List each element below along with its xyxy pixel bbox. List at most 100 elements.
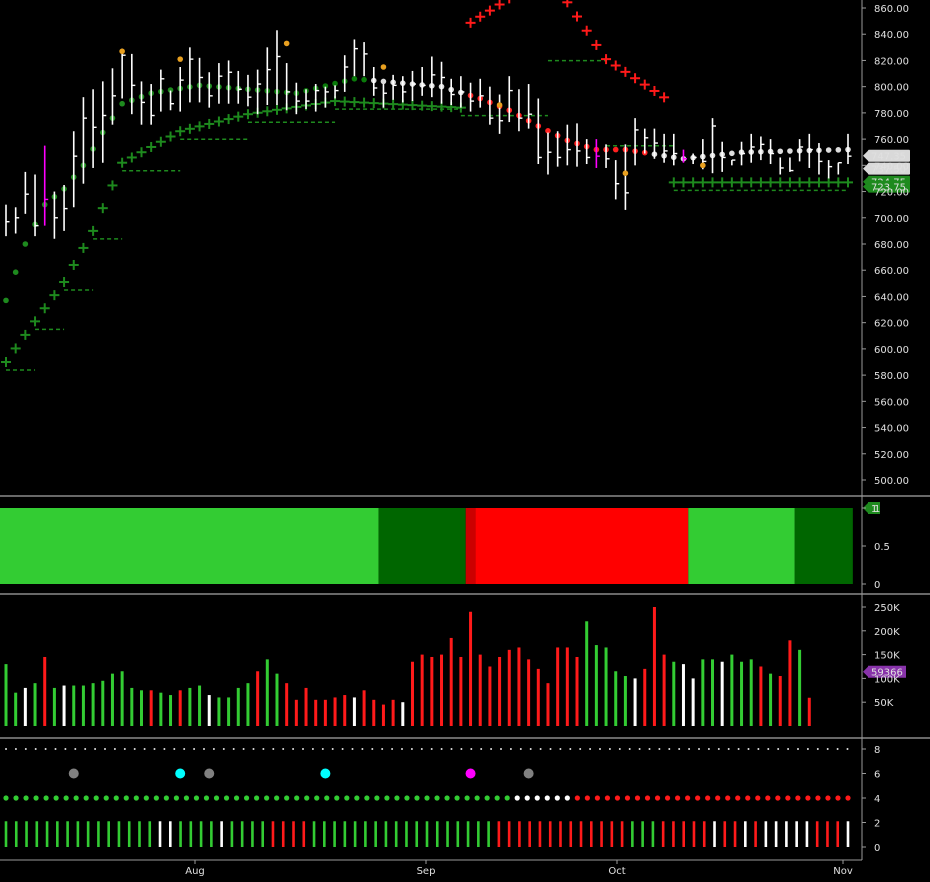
signal-row1-bar	[117, 821, 121, 847]
signal-row8-dot	[688, 748, 691, 750]
volume-bar	[662, 654, 666, 726]
stop-dot	[3, 297, 9, 304]
volume-bar	[623, 676, 627, 726]
stop-dot	[322, 83, 329, 89]
price-axis-tick-label: 520.00	[874, 450, 909, 461]
signal-row4-dot	[805, 795, 811, 801]
stop-dot	[22, 241, 29, 247]
signal-row1-bar	[86, 821, 90, 847]
signal-row1-bar	[405, 821, 408, 847]
signal-row8-dot	[717, 748, 720, 750]
signal-row4-dot	[424, 795, 430, 801]
stop-dot	[380, 78, 387, 85]
signal-row8-dot	[341, 748, 344, 750]
signal-dot	[465, 768, 476, 779]
signal-row8-dot	[371, 748, 374, 750]
signal-row4-dot	[434, 795, 440, 801]
pivot-dot	[622, 170, 629, 176]
signal-row8-dot	[737, 748, 740, 750]
signal-dot	[68, 768, 79, 779]
price-axis-tick-label: 600.00	[874, 345, 909, 356]
signal-row4-dot	[203, 795, 210, 801]
signal-row4-dot	[324, 795, 330, 801]
volume-axis-tick-label: 150K	[874, 651, 900, 662]
stop-dot	[835, 147, 842, 153]
signal-row4-dot	[654, 795, 661, 801]
volume-bar	[217, 697, 221, 726]
signal-row4-dot	[73, 795, 79, 801]
signal-row8-dot	[153, 748, 156, 750]
signal-row4-dot	[795, 795, 801, 801]
signal-row1-bar	[97, 821, 100, 847]
trend-state-segment	[465, 508, 476, 584]
signal-row4-dot	[53, 795, 59, 801]
signal-row8-dot	[470, 748, 473, 750]
signal-row1-bar	[682, 821, 686, 847]
signal-row1-bar	[754, 821, 757, 847]
signal-row1-bar	[168, 821, 172, 847]
trend-state-segment	[378, 508, 466, 584]
price-axis-tick-label: 760.00	[874, 135, 909, 146]
band-axis-tick-label: 1	[874, 504, 880, 515]
signal-row1-bar	[199, 821, 203, 847]
signal-row8-dot	[94, 748, 97, 750]
signal-row1-bar	[4, 821, 8, 847]
signal-row8-dot	[806, 748, 809, 750]
signal-row8-dot	[34, 748, 37, 750]
signal-row1-bar	[507, 821, 511, 847]
volume-bar	[110, 673, 114, 726]
signal-row4-dot	[284, 795, 290, 801]
signal-row8-dot	[589, 748, 592, 750]
signal-row1-bar	[785, 821, 788, 847]
signal-row8-dot	[480, 748, 483, 750]
signal-row8-dot	[14, 748, 17, 750]
signal-row1-bar	[651, 821, 655, 847]
signal-row4-dot	[13, 795, 19, 801]
price-label-pointer	[863, 163, 868, 174]
signal-row8-dot	[84, 748, 87, 750]
price-axis-tick-label: 500.00	[874, 476, 909, 487]
price-label-box	[868, 162, 910, 175]
signal-row8-dot	[500, 748, 502, 750]
signal-row8-dot	[519, 748, 522, 750]
signal-row8-dot	[826, 748, 829, 750]
signal-row1-bar	[620, 821, 624, 847]
signal-row1-bar	[220, 821, 223, 847]
volume-bar	[169, 695, 173, 726]
volume-bar	[343, 695, 347, 726]
signal-row8-dot	[579, 748, 582, 750]
signal-row4-dot	[564, 795, 570, 801]
volume-bar	[672, 661, 676, 726]
signal-row4-dot	[63, 795, 69, 801]
signal-row8-dot	[668, 748, 671, 750]
volume-bar	[469, 611, 473, 726]
signal-row4-dot	[223, 795, 230, 801]
volume-bar	[52, 687, 56, 726]
signal-row8-dot	[490, 748, 493, 750]
volume-bar	[517, 647, 521, 726]
signal-row8-dot	[569, 748, 572, 750]
volume-bar	[633, 678, 637, 726]
signal-row8-dot	[54, 748, 57, 750]
x-axis-tick-label: Sep	[417, 866, 436, 877]
price-label: 747.35	[863, 149, 910, 163]
price-axis-tick-label: 560.00	[874, 397, 909, 408]
signal-row8-dot	[410, 748, 413, 750]
signal-row1-bar	[230, 821, 234, 847]
signal-axis-tick-label: 6	[874, 770, 880, 781]
signal-row8-dot	[440, 748, 443, 750]
price-axis-tick-label: 680.00	[874, 240, 909, 251]
signal-row4-dot	[304, 795, 310, 801]
price-axis-tick-label: 700.00	[874, 214, 909, 225]
signal-row1-bar	[815, 821, 819, 847]
signal-row8-dot	[658, 748, 661, 750]
signal-row4-dot	[153, 795, 159, 801]
volume-bar	[769, 673, 773, 726]
volume-bar	[498, 656, 502, 726]
signal-row8-dot	[678, 748, 681, 750]
signal-row1-bar	[518, 821, 521, 847]
signal-row8-dot	[203, 748, 205, 750]
signal-row8-dot	[430, 748, 433, 750]
band-axis-tick-label: 0	[874, 580, 880, 591]
